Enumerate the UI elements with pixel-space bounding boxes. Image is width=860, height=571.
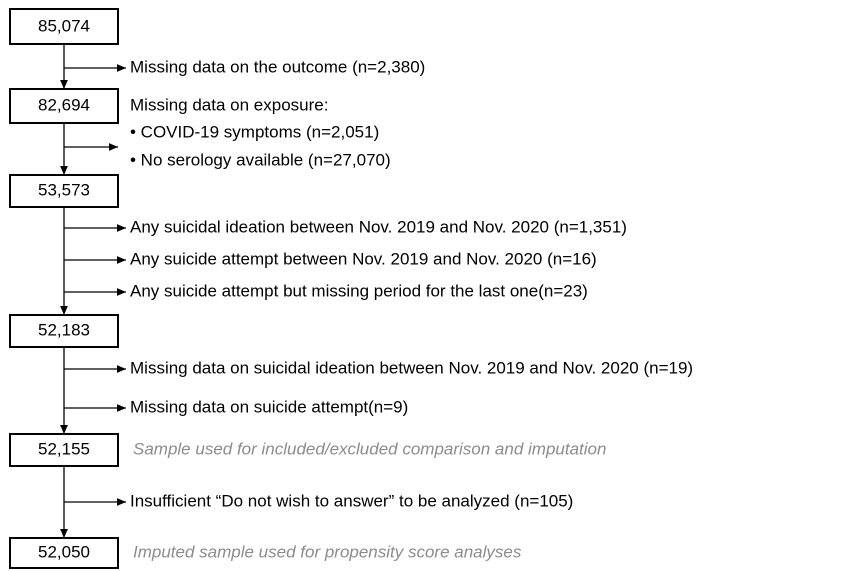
count-box — [9, 8, 119, 45]
count: 85,074 — [38, 16, 90, 35]
exclusion-bullet: • No serology available (n=27,070) — [130, 150, 391, 169]
exclusion: Any suicidal ideation between Nov. 2019 … — [130, 217, 627, 236]
count: 52,183 — [38, 320, 90, 339]
exclusion: Missing data on the outcome (n=2,380) — [130, 57, 425, 76]
count: 53,573 — [38, 180, 90, 199]
count: 52,050 — [38, 542, 90, 561]
count-box — [9, 174, 119, 208]
count-box — [9, 537, 119, 569]
exclusion: Any suicide attempt between Nov. 2019 an… — [130, 249, 597, 268]
count: 82,694 — [38, 95, 90, 114]
count-box — [9, 88, 119, 124]
count: 52,155 — [38, 439, 90, 458]
exclusion: Insufficient “Do not wish to answer” to … — [130, 491, 573, 510]
exclusion: Missing data on suicidal ideation betwee… — [130, 358, 693, 377]
note: Imputed sample used for propensity score… — [133, 542, 522, 561]
note: Sample used for included/excluded compar… — [133, 439, 606, 458]
exclusion-bullet: • COVID-19 symptoms (n=2,051) — [130, 122, 379, 141]
exclusion: Missing data on suicide attempt(n=9) — [130, 397, 408, 416]
count-box — [9, 314, 119, 348]
exclusion: Any suicide attempt but missing period f… — [130, 281, 588, 300]
count-box — [9, 433, 119, 467]
exclusion-header: Missing data on exposure: — [130, 95, 328, 114]
